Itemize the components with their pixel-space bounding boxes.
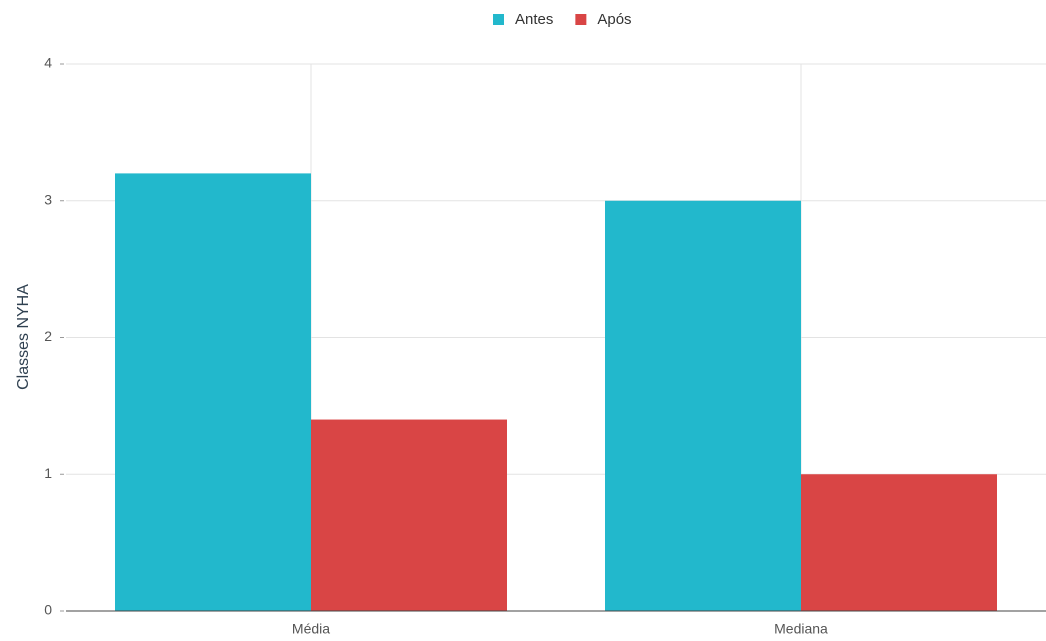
y-tick-label: 2 bbox=[44, 328, 52, 344]
y-tick-label: 3 bbox=[44, 191, 52, 207]
bar bbox=[801, 474, 997, 611]
legend-swatch bbox=[575, 14, 587, 25]
y-tick-label: 1 bbox=[44, 465, 52, 481]
bar bbox=[311, 419, 507, 611]
y-axis-label: Classes NYHA bbox=[15, 284, 32, 390]
x-tick-label: Média bbox=[292, 621, 330, 636]
y-tick-label: 0 bbox=[44, 602, 52, 618]
y-tick-label: 4 bbox=[44, 55, 52, 71]
bar bbox=[115, 173, 311, 611]
bar bbox=[605, 200, 801, 611]
legend-label: Após bbox=[597, 11, 631, 28]
legend-label: Antes bbox=[515, 11, 553, 28]
legend-swatch bbox=[493, 14, 504, 25]
x-tick-label: Mediana bbox=[774, 621, 828, 636]
